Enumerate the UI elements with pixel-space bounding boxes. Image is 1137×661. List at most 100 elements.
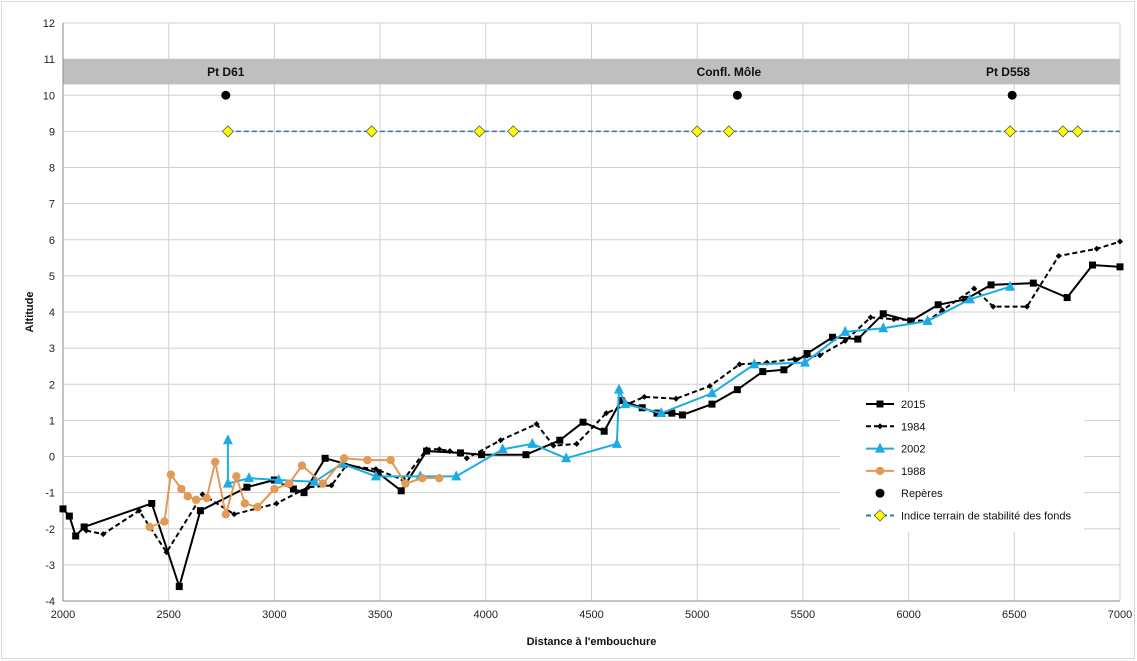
x-tick-label: 6500 [1002,609,1026,621]
y-tick-label: 11 [44,54,55,66]
data-point [497,437,504,444]
data-point [273,500,280,507]
data-point [533,420,540,427]
data-point [759,368,767,376]
y-tick-label: 2 [49,379,55,391]
data-point [211,457,220,467]
reference-label: Pt D61 [207,65,245,79]
data-point [962,295,970,303]
data-point [842,337,849,344]
data-point [100,531,107,538]
data-point [175,583,183,591]
data-point [231,511,238,518]
y-axis-title: Altitude [24,292,36,333]
reference-band [63,59,1120,85]
data-point [318,479,328,488]
data-point [221,125,234,138]
data-point [374,469,382,477]
data-point [603,410,610,417]
data-point [791,355,798,362]
data-point [136,507,143,514]
data-point [1093,245,1100,252]
data-point [600,427,608,435]
data-point [243,483,251,491]
data-point [800,356,811,367]
y-tick-label: 5 [49,271,55,283]
legend-item: 1984 [866,421,925,433]
data-point [418,473,427,483]
data-point [202,493,211,503]
data-point [463,455,470,462]
data-point [611,437,622,448]
data-point [507,125,520,138]
data-point [749,358,760,369]
reference-label: Confl. Môle [697,65,762,79]
legend-swatch-marker [873,509,887,522]
data-point [435,473,444,483]
data-point [527,437,538,448]
x-tick-label: 3000 [262,609,286,621]
data-point [691,125,704,138]
series-indice-terrain-de-stabilit-des-fonds [221,125,1120,138]
data-point [816,352,823,359]
data-point [522,451,530,459]
data-point [328,482,335,489]
legend-label: Indice terrain de stabilité des fonds [901,511,1071,523]
data-point [1055,253,1062,260]
data-point [80,523,88,531]
data-point [1056,125,1069,138]
legend-item: Indice terrain de stabilité des fonds [866,509,1071,523]
x-tick-label: 5000 [685,609,709,621]
data-point [446,448,453,455]
x-tick-label: 4500 [579,609,603,621]
data-point [1116,263,1124,271]
legend-item: Repères [875,488,943,500]
data-point [1089,261,1097,269]
data-point [990,303,997,310]
data-point [284,479,294,488]
data-point [297,461,307,470]
data-point [59,505,67,513]
data-point [620,398,631,409]
data-point [678,411,686,419]
data-point [300,489,308,497]
data-point [854,335,862,343]
legend-label: 1984 [901,421,925,433]
data-point [270,484,279,494]
y-tick-label: 1 [49,415,55,427]
data-point [191,495,201,505]
data-point [177,484,186,494]
x-tick-label: 6000 [896,609,920,621]
y-tick-label: 9 [49,126,55,138]
y-tick-label: -2 [45,524,55,536]
data-point [273,473,284,484]
data-point [1117,238,1123,245]
series-2015 [59,261,1124,591]
data-point [964,293,975,304]
data-point [309,475,320,486]
y-tick-label: 6 [49,235,55,247]
data-point [617,397,625,405]
data-point [653,409,661,417]
y-tick-label: 8 [49,163,55,175]
data-point [803,350,811,358]
x-tick-label: 5500 [791,609,815,621]
legend-label: 1988 [901,466,925,478]
legend-swatch-marker [876,400,884,408]
legend-label: 2002 [901,444,925,456]
legend-swatch-marker [875,442,885,453]
legend-item: 2015 [866,399,925,411]
data-point [1007,90,1017,100]
data-point [497,443,508,454]
data-point [83,527,90,534]
data-point [244,472,255,483]
x-tick-label: 2500 [156,609,180,621]
data-point [232,472,241,481]
data-point [451,470,462,481]
data-point [732,90,742,100]
data-point [561,452,572,463]
y-tick-label: 10 [43,90,55,102]
legend-swatch-marker [877,423,883,430]
